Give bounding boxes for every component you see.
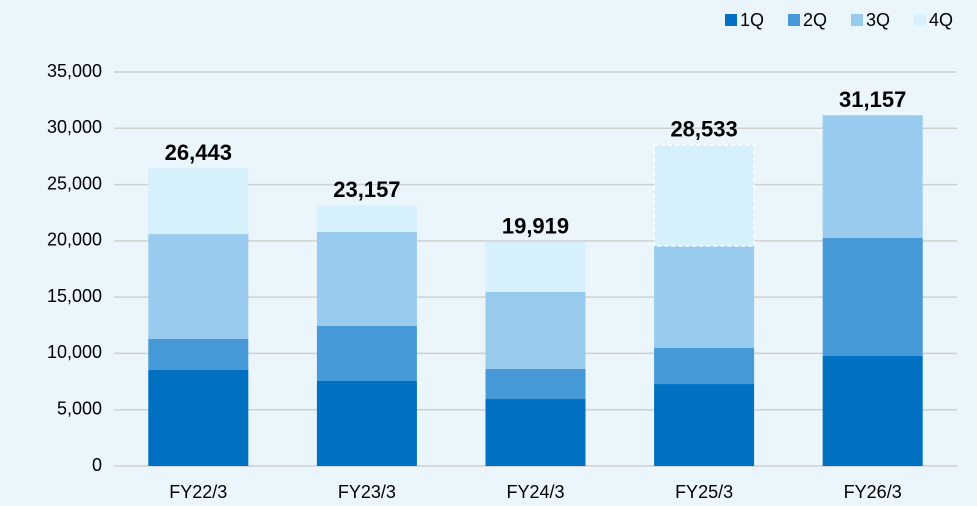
bar-segment xyxy=(148,168,249,235)
x-tick-label: FY24/3 xyxy=(506,482,564,502)
total-label: 31,157 xyxy=(839,87,906,112)
bar-segment xyxy=(148,338,249,370)
bar-segment xyxy=(316,381,417,466)
bar-segment xyxy=(316,231,417,326)
bar-segment xyxy=(316,325,417,382)
bar-segment xyxy=(653,144,755,247)
bar-segment xyxy=(654,348,755,385)
legend-label: 1Q xyxy=(740,10,764,30)
legend-label: 2Q xyxy=(803,10,827,30)
bar-segment xyxy=(822,115,923,239)
y-tick-label: 15,000 xyxy=(47,286,102,306)
x-tick-label: FY25/3 xyxy=(675,482,733,502)
bar-segment xyxy=(822,238,923,357)
legend-swatch xyxy=(788,14,800,26)
total-label: 26,443 xyxy=(165,140,232,165)
bar-segment xyxy=(654,384,755,466)
bar-segment xyxy=(485,241,586,292)
legend-swatch xyxy=(851,14,863,26)
x-tick-label: FY26/3 xyxy=(844,482,902,502)
y-tick-label: 5,000 xyxy=(57,398,102,418)
total-label: 23,157 xyxy=(333,177,400,202)
y-tick-label: 20,000 xyxy=(47,230,102,250)
y-tick-label: 10,000 xyxy=(47,342,102,362)
bar-segment xyxy=(485,291,586,369)
legend-label: 3Q xyxy=(866,10,890,30)
legend-swatch xyxy=(914,14,926,26)
bar-segment xyxy=(316,205,417,232)
bar-segment xyxy=(485,399,586,466)
bar-segment xyxy=(654,246,755,349)
y-tick-label: 0 xyxy=(92,455,102,475)
x-tick-label: FY23/3 xyxy=(338,482,396,502)
total-label: 19,919 xyxy=(502,214,569,239)
bar-segment xyxy=(148,369,249,466)
bar-segment xyxy=(485,368,586,400)
legend-swatch xyxy=(725,14,737,26)
total-label: 28,533 xyxy=(670,117,737,142)
y-tick-label: 25,000 xyxy=(47,173,102,193)
bar-segment xyxy=(148,234,249,339)
y-tick-label: 30,000 xyxy=(47,117,102,137)
y-tick-label: 35,000 xyxy=(47,61,102,81)
bar-segment xyxy=(822,356,923,466)
x-tick-label: FY22/3 xyxy=(169,482,227,502)
legend-label: 4Q xyxy=(929,10,953,30)
